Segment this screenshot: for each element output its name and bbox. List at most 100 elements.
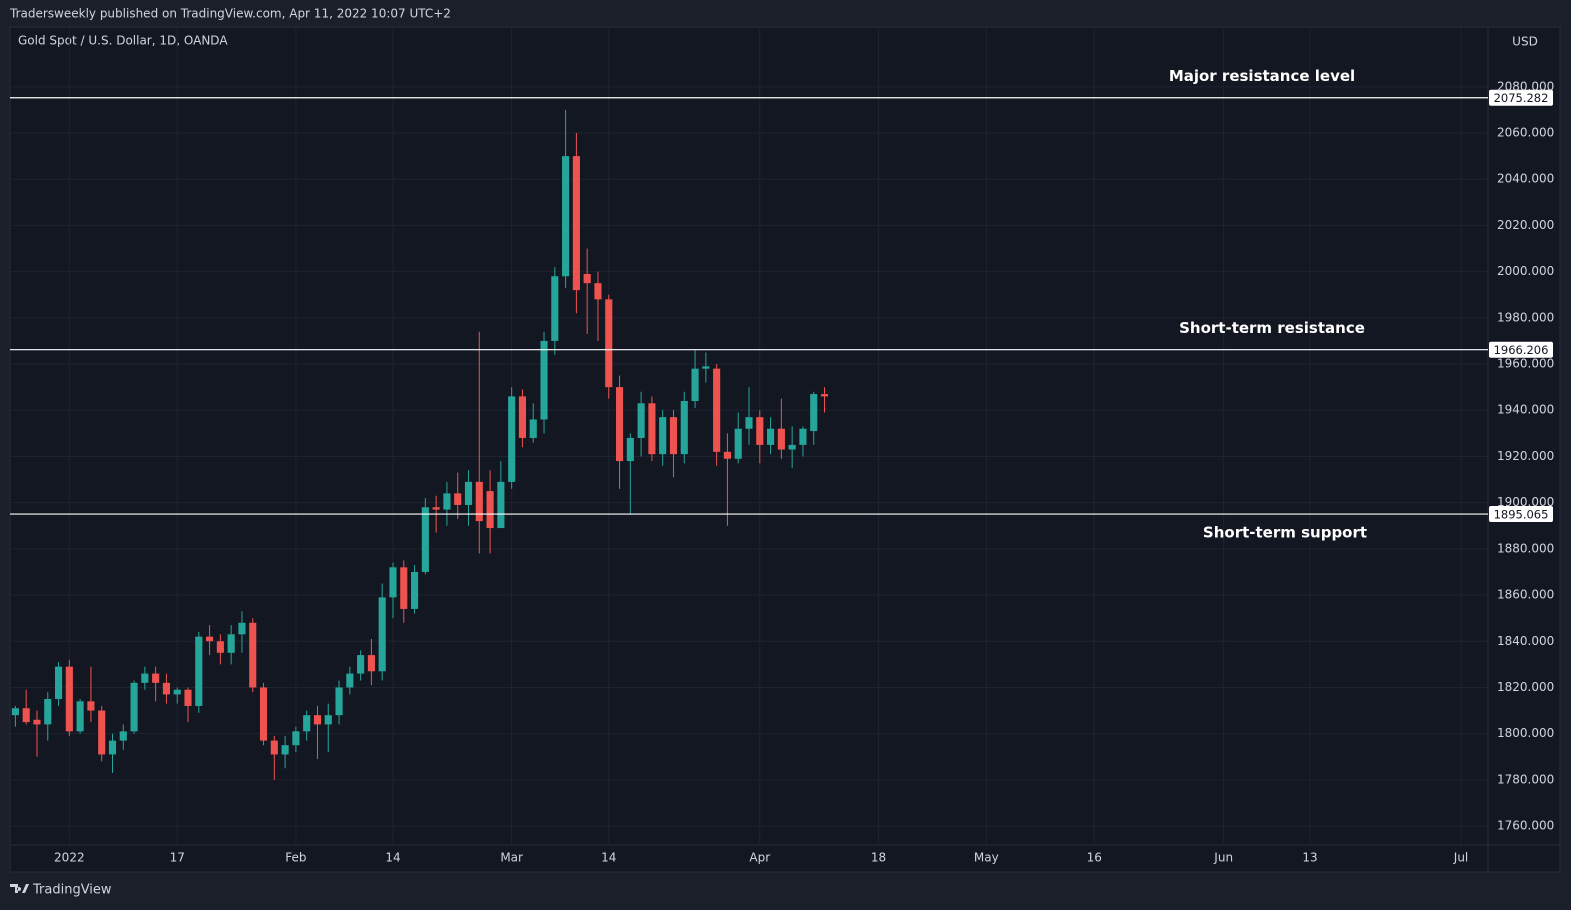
symbol-title: Gold Spot / U.S. Dollar, 1D, OANDA xyxy=(18,34,228,48)
y-tick-label: 1920.000 xyxy=(1497,449,1554,463)
candle-body xyxy=(691,368,699,402)
candle-body xyxy=(464,481,473,505)
y-tick-label: 2000.000 xyxy=(1497,264,1554,278)
y-tick-label: 2080.000 xyxy=(1497,79,1554,93)
candle-body xyxy=(378,597,386,672)
candle-body xyxy=(141,673,149,683)
x-tick-label: May xyxy=(974,851,999,865)
candle-body xyxy=(324,715,332,725)
candle-body xyxy=(65,666,73,732)
price-tag xyxy=(1489,341,1553,358)
candle-body xyxy=(195,636,203,706)
y-tick-label: 1940.000 xyxy=(1497,403,1554,417)
x-tick-label: 14 xyxy=(601,851,616,865)
candle-body xyxy=(745,417,753,429)
candle-body xyxy=(734,428,742,459)
y-tick-label: 1840.000 xyxy=(1497,634,1554,648)
candle-body xyxy=(389,567,397,598)
y-tick-label: 1900.000 xyxy=(1497,495,1554,509)
x-tick-label: 2022 xyxy=(54,851,85,865)
candle-body xyxy=(518,396,527,438)
candle-body xyxy=(562,156,570,277)
candle-body xyxy=(411,571,419,609)
candle-body xyxy=(767,428,775,445)
x-tick-label: Mar xyxy=(500,851,523,865)
candle-body xyxy=(184,689,192,706)
candle-body xyxy=(130,682,138,732)
candle-body xyxy=(637,403,645,438)
candle-body xyxy=(529,419,537,438)
candle-body xyxy=(367,655,375,672)
candle-body xyxy=(54,666,63,700)
candle-body xyxy=(572,156,580,291)
y-tick-label: 2020.000 xyxy=(1497,218,1554,232)
candle-body xyxy=(216,641,224,653)
price-tag-label: 1966.206 xyxy=(1494,343,1549,357)
candle-body xyxy=(626,437,634,462)
candle-body xyxy=(820,394,829,397)
candle-body xyxy=(346,673,354,688)
candle-body xyxy=(669,417,678,455)
candle-body xyxy=(238,622,246,635)
candle-body xyxy=(335,687,343,716)
candle-body xyxy=(206,636,214,642)
candle-body xyxy=(723,451,731,459)
candle-body xyxy=(33,719,41,725)
price-tag xyxy=(1489,89,1553,106)
candle-body xyxy=(357,655,365,674)
candle-body xyxy=(713,368,721,452)
candle-body xyxy=(497,481,505,529)
level-annotation: Major resistance level xyxy=(1169,67,1355,85)
candle-body xyxy=(756,417,764,445)
candle-body xyxy=(292,731,300,746)
candle-body xyxy=(648,403,656,455)
candle-body xyxy=(173,689,181,695)
candle-body xyxy=(810,394,818,432)
candle-body xyxy=(303,715,311,732)
candle-body xyxy=(788,444,796,450)
y-tick-label: 1820.000 xyxy=(1497,680,1554,694)
y-tick-label: 1760.000 xyxy=(1497,819,1554,833)
y-tick-label: 1960.000 xyxy=(1497,357,1554,371)
candle-body xyxy=(259,687,268,741)
candle-body xyxy=(777,428,785,450)
candle-body xyxy=(799,428,807,445)
candle-body xyxy=(486,491,494,529)
candle-body xyxy=(270,740,278,755)
candle-body xyxy=(615,387,624,462)
candle-body xyxy=(119,731,127,741)
y-tick-label: 1980.000 xyxy=(1497,310,1554,324)
candle-body xyxy=(475,481,483,522)
x-tick-label: Jul xyxy=(1453,851,1468,865)
candle-body xyxy=(162,682,170,695)
chart-pane xyxy=(9,26,1561,873)
level-annotation: Short-term resistance xyxy=(1179,319,1365,337)
axes: 1760.000 1780.000 1800.000 1820.000 1840.000… xyxy=(54,79,1554,864)
candle-body xyxy=(11,708,19,716)
candle-body xyxy=(98,710,106,755)
x-tick-label: 14 xyxy=(385,851,400,865)
candle-body xyxy=(454,493,462,505)
candle-body xyxy=(22,708,30,723)
x-tick-label: Jun xyxy=(1213,851,1233,865)
x-tick-label: Feb xyxy=(285,851,306,865)
candle-body xyxy=(551,276,559,341)
x-tick-label: 16 xyxy=(1087,851,1102,865)
candle-body xyxy=(659,417,667,455)
candle-body xyxy=(313,715,322,725)
candle-body xyxy=(702,366,710,369)
x-tick-label: 17 xyxy=(170,851,185,865)
candle-body xyxy=(87,701,95,711)
candle-body xyxy=(108,740,117,755)
price-tag xyxy=(1489,506,1553,523)
publisher-header: Tradersweekly published on TradingView.c… xyxy=(9,7,451,21)
x-tick-label: Apr xyxy=(749,851,770,865)
candle-body xyxy=(400,567,408,609)
candle-body xyxy=(605,299,613,388)
x-tick-label: 13 xyxy=(1302,851,1317,865)
candle-body xyxy=(152,673,160,683)
candle-body xyxy=(281,745,289,755)
y-tick-label: 1780.000 xyxy=(1497,772,1554,786)
x-tick-label: 18 xyxy=(871,851,886,865)
